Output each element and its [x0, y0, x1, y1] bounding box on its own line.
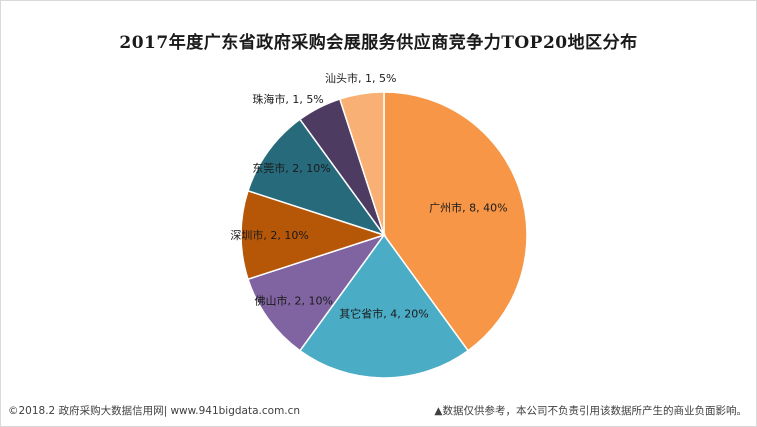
- pie-slice-4: [240, 189, 387, 281]
- pie-slice-5: [247, 118, 386, 237]
- pie-slice-3: [247, 233, 386, 352]
- footer-disclaimer: ▲数据仅供参考，本公司不负责引用该数据所产生的商业负面影响。: [434, 405, 747, 417]
- pie-label-1: 广州市, 8, 40%: [429, 201, 507, 215]
- footer-copyright: ©2018.2 政府采购大数据信用网| www.941bigdata.com.c…: [8, 405, 301, 417]
- pie-slice-2: [298, 233, 470, 379]
- pie-label-3: 佛山市, 2, 10%: [255, 294, 333, 308]
- pie-label-5: 东莞市, 2, 10%: [252, 161, 330, 175]
- pie-label-7: 汕头市, 1, 5%: [325, 71, 396, 85]
- pie-label-6: 珠海市, 1, 5%: [252, 92, 323, 106]
- pie-label-4: 深圳市, 2, 10%: [230, 228, 308, 242]
- pie-slice-1: [383, 91, 528, 352]
- pie-label-2: 其它省市, 4, 20%: [339, 307, 428, 321]
- pie-slice-7: [338, 91, 385, 236]
- chart-title: 2017年度广东省政府采购会展服务供应商竞争力TOP20地区分布: [119, 33, 638, 53]
